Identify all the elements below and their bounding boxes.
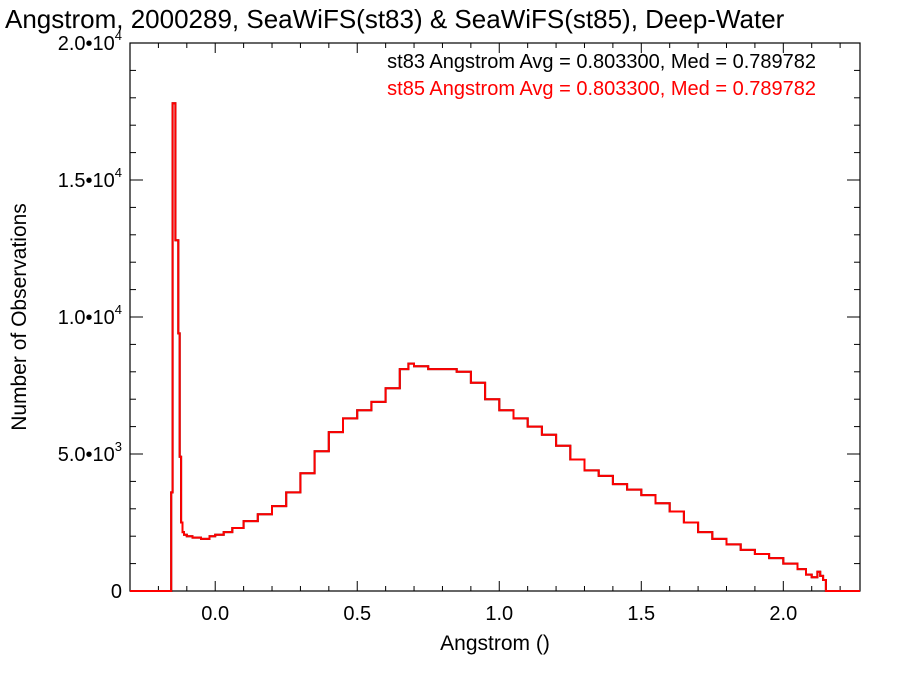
x-tick-label: 2.0: [769, 603, 797, 625]
y-tick-label: 1.5•104: [58, 165, 122, 192]
x-tick-label: 0.5: [343, 603, 371, 625]
y-axis-label: Number of Observations: [8, 203, 31, 431]
y-tick-exponent: 4: [115, 302, 122, 317]
y-tick-mantissa: 5.0•10: [58, 444, 115, 466]
y-tick-mantissa: 1.5•10: [58, 170, 115, 192]
y-tick-exponent: 3: [115, 439, 122, 454]
legend-entry-st83: st83 Angstrom Avg = 0.803300, Med = 0.78…: [387, 51, 816, 73]
y-tick-label: 1.0•104: [58, 302, 122, 329]
x-tick-label: 1.5: [627, 603, 655, 625]
y-tick-mantissa: 2.0•10: [58, 33, 115, 55]
y-tick-exponent: 4: [115, 165, 122, 180]
x-axis-label: Angstrom (): [440, 632, 550, 655]
y-tick-mantissa: 0: [111, 581, 122, 603]
tick-marks: [129, 42, 860, 592]
y-tick-exponent: 4: [115, 28, 122, 43]
series-line-st85: [130, 102, 860, 592]
legend-entry-st85: st85 Angstrom Avg = 0.803300, Med = 0.78…: [387, 78, 816, 100]
x-tick-label: 1.0: [485, 603, 513, 625]
series-group: [130, 102, 860, 592]
y-tick-label: 5.0•103: [58, 439, 122, 466]
y-tick-label: 0: [111, 581, 122, 603]
plot-frame: [129, 42, 861, 592]
x-tick-labels: 0.0 0.5 1.0 1.5 2.0: [201, 603, 797, 625]
series-line-st83: [130, 102, 860, 592]
x-tick-label: 0.0: [201, 603, 229, 625]
y-tick-mantissa: 1.0•10: [58, 307, 115, 329]
chart-title: Angstrom, 2000289, SeaWiFS(st83) & SeaWi…: [5, 4, 785, 34]
y-tick-label: 2.0•104: [58, 28, 122, 55]
